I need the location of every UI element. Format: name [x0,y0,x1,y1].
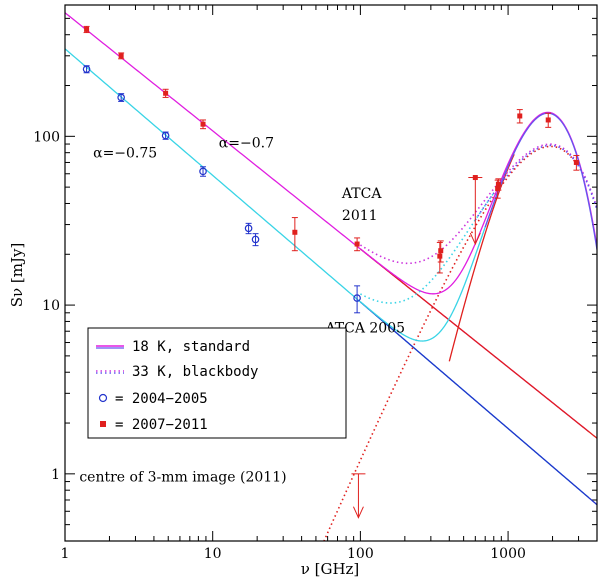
model-curve [448,154,515,362]
model-curve [359,301,597,506]
legend-label: = 2004−2005 [115,391,208,407]
data-point-2007-2011 [118,53,124,59]
tick-labels: 1 10 100 1000 1 10 100 [33,129,526,562]
data-point-2007-2011 [163,90,169,96]
data-point-2007-2011 [354,241,360,247]
x-tick-label: 100 [347,546,374,562]
y-axis-label: Sν [mJy] [8,243,26,308]
axis-ticks [64,4,598,542]
legend: 18 K, standard 33 K, blackbody = 2004−2005… [87,327,347,439]
data-markers [82,25,580,519]
plot-frame [64,4,598,542]
x-tick-label: 10 [204,546,222,562]
legend-label: = 2007−2011 [115,417,208,433]
data-point-2004-2005 [82,65,91,73]
model-curve [360,192,495,304]
annotation: centre of 3-mm image (2011) [79,470,286,486]
model-curve [323,145,580,541]
data-point-2004-2005 [117,93,125,102]
y-tick-label: 100 [33,129,60,145]
annotation: α=−0.75 [93,145,157,161]
data-point-2004-2005 [244,224,253,233]
upper-limit-arrowhead [352,506,364,519]
data-point-2007-2011 [437,253,443,259]
legend-label: 33 K, blackbody [132,364,258,380]
legend-circle-marker [98,393,108,403]
annotation: 2011 [342,208,378,224]
data-point-2007-2011 [200,121,206,127]
model-curves [65,12,597,541]
model-curve [359,166,509,342]
data-point-2007-2011 [573,159,579,165]
legend-label: 18 K, standard [132,339,250,355]
annotation: ATCA [341,186,382,202]
x-tick-label: 1 [61,546,70,562]
data-point-2004-2005 [353,294,361,302]
data-point-2004-2005 [251,235,260,244]
data-point-2004-2005 [161,131,170,140]
data-point-2007-2011 [545,117,551,123]
data-point-2007-2011 [495,186,501,192]
data-point-2004-2005 [199,167,207,176]
data-point-2007-2011 [495,181,501,187]
upper-limit-arrowhead [469,232,481,246]
data-point-2007-2011 [517,113,523,119]
y-tick-label: 1 [51,467,60,483]
model-curve [359,248,597,439]
data-point-2007-2011 [292,229,298,235]
y-tick-label: 10 [42,298,60,314]
data-point-2007-2011 [84,26,90,32]
model-curve [359,143,597,265]
legend-square-marker [100,421,106,427]
x-axis-label: ν [GHz] [301,560,360,578]
data-point-2007-2011 [438,248,444,254]
model-curve [359,111,597,295]
x-tick-label: 1000 [490,546,526,562]
legend-box [87,327,347,439]
annotation: α=−0.7 [219,135,274,151]
model-curve [484,112,597,250]
